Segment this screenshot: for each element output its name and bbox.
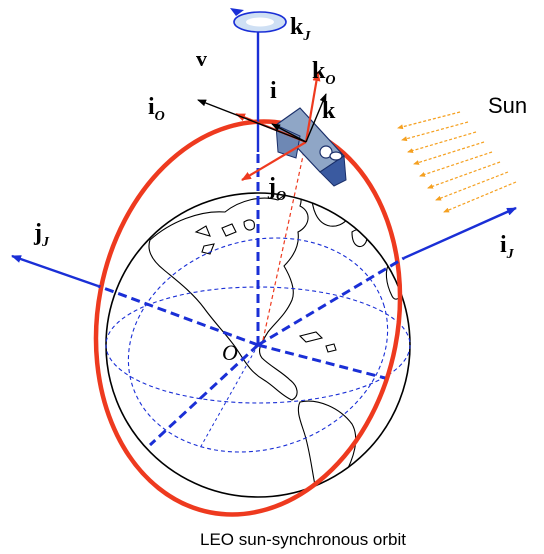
inertial-frame xyxy=(11,17,517,449)
k-O-label: kO xyxy=(312,58,335,88)
k-body-label: k xyxy=(322,98,336,124)
orbit-caption: LEO sun-synchronous orbit xyxy=(200,530,406,549)
i-O-label: iO xyxy=(148,94,165,124)
radius-line xyxy=(262,141,307,341)
satellite-icon xyxy=(275,107,347,187)
sun-rays-icon xyxy=(397,111,517,213)
velocity-label: v xyxy=(196,46,207,71)
body-frame xyxy=(197,93,327,143)
i-J-label: iJ xyxy=(500,232,515,262)
origin-label: O xyxy=(222,340,238,365)
sun-label: Sun xyxy=(488,93,527,118)
j-J-label: jJ xyxy=(33,220,50,250)
rotation-arrow-icon xyxy=(230,8,287,33)
j-O-label: jO xyxy=(267,174,286,204)
i-body-label: i xyxy=(270,78,277,104)
k-J-label: kJ xyxy=(290,14,311,44)
